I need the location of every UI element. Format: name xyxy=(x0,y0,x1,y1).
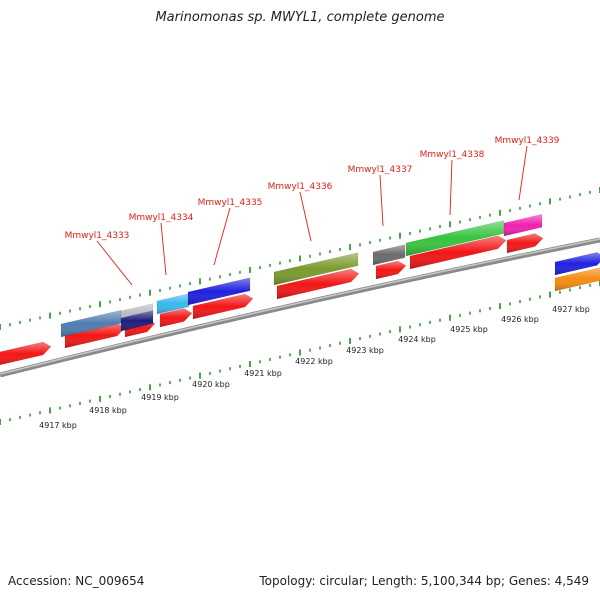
cds-arrow-shading xyxy=(160,308,192,327)
gene-label: Mmwyl1_4334 xyxy=(129,213,194,223)
gene-label: Mmwyl1_4338 xyxy=(420,150,485,160)
genome-summary-text: Topology: circular; Length: 5,100,344 bp… xyxy=(259,574,589,588)
gene-leader-line xyxy=(379,174,384,227)
scale-labels: 4917 kbp 4918 kbp 4919 kbp 4920 kbp 4921 kbp… xyxy=(39,305,590,430)
feature-box-shading xyxy=(373,244,405,265)
gene-label: Mmwyl1_4335 xyxy=(198,198,263,208)
feature-box-shading xyxy=(555,267,600,291)
gene-label: Mmwyl1_4339 xyxy=(495,136,560,146)
scale-label: 4920 kbp xyxy=(192,380,230,389)
genome-backbone xyxy=(0,237,600,378)
cds-arrow-shading xyxy=(376,260,406,279)
accession-text: Accession: NC_009654 xyxy=(8,574,145,588)
scale-label: 4924 kbp xyxy=(398,335,436,344)
gene-callouts: Mmwyl1_4333 Mmwyl1_4334 Mmwyl1_4335 Mmwyl1_… xyxy=(65,136,560,286)
scale-label: 4923 kbp xyxy=(346,346,384,355)
gene-leader-line xyxy=(299,191,312,242)
gene-leader-line xyxy=(518,145,528,201)
scale-label: 4919 kbp xyxy=(141,393,179,402)
cds-arrow-shading xyxy=(410,235,506,269)
scale-label: 4921 kbp xyxy=(244,369,282,378)
feature-box-shading xyxy=(61,310,121,337)
feature-box-shading xyxy=(504,214,542,236)
cds-arrow-shading xyxy=(555,252,600,275)
gene-label: Mmwyl1_4333 xyxy=(65,231,130,241)
gene-leader-line xyxy=(213,207,231,266)
scale-label: 4926 kbp xyxy=(501,315,539,324)
scale-label: 4922 kbp xyxy=(295,357,333,366)
inner-tick-ring xyxy=(0,280,600,425)
gene-label: Mmwyl1_4337 xyxy=(348,165,413,175)
map-title: Marinomonas sp. MWYL1, complete genome xyxy=(155,10,445,25)
feature-box-shading xyxy=(406,220,504,256)
cds-arrow-shading xyxy=(277,268,359,299)
feature-box-shading xyxy=(274,252,358,285)
gene-label: Mmwyl1_4336 xyxy=(268,182,333,192)
scale-label: 4918 kbp xyxy=(89,406,127,415)
cds-arrow-shading xyxy=(193,294,253,319)
outer-tick-ring xyxy=(0,187,600,330)
scale-label: 4917 kbp xyxy=(39,421,77,430)
genome-backbone-highlight xyxy=(0,238,600,375)
scale-label: 4927 kbp xyxy=(552,305,590,314)
cds-arrow-shading xyxy=(65,323,125,348)
feature-track xyxy=(0,213,600,366)
cds-arrow-shading xyxy=(507,233,543,253)
cds-arrow-shading xyxy=(0,341,51,365)
gene-leader-line xyxy=(449,159,453,216)
scale-label: 4925 kbp xyxy=(450,325,488,334)
gene-leader-line xyxy=(160,222,167,276)
feature-box-shading xyxy=(157,293,189,314)
feature-box-shading xyxy=(188,277,250,305)
gene-leader-line xyxy=(96,240,133,286)
feature-box-shading xyxy=(121,310,153,331)
